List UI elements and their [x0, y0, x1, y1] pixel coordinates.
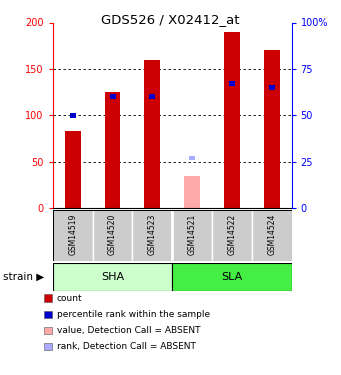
Text: GDS526 / X02412_at: GDS526 / X02412_at [101, 13, 240, 26]
Bar [212, 210, 252, 261]
Bar [149, 94, 155, 99]
Bar [172, 210, 212, 261]
Text: count: count [57, 294, 83, 303]
Bar [269, 85, 275, 90]
Text: GSM14522: GSM14522 [227, 214, 236, 255]
Bar [189, 156, 195, 160]
Bar [229, 81, 235, 86]
Bar [224, 32, 240, 208]
Text: rank, Detection Call = ABSENT: rank, Detection Call = ABSENT [57, 342, 196, 351]
Bar [70, 113, 76, 118]
Bar [53, 262, 172, 291]
Bar [184, 176, 200, 208]
Text: GSM14520: GSM14520 [108, 214, 117, 255]
Bar [109, 94, 116, 99]
Bar [65, 131, 81, 208]
Text: percentile rank within the sample: percentile rank within the sample [57, 310, 210, 319]
Text: SLA: SLA [221, 272, 242, 282]
Text: GSM14523: GSM14523 [148, 214, 157, 255]
Bar [172, 262, 292, 291]
Text: strain ▶: strain ▶ [3, 272, 45, 282]
Bar [53, 210, 93, 261]
Text: GSM14521: GSM14521 [188, 214, 197, 255]
Text: SHA: SHA [101, 272, 124, 282]
Bar [252, 210, 292, 261]
Bar [93, 210, 132, 261]
Text: GSM14519: GSM14519 [68, 214, 77, 255]
Bar [144, 60, 160, 208]
Bar [105, 92, 120, 208]
Bar [264, 50, 280, 208]
Text: value, Detection Call = ABSENT: value, Detection Call = ABSENT [57, 326, 201, 335]
Bar [132, 210, 172, 261]
Text: GSM14524: GSM14524 [267, 214, 276, 255]
